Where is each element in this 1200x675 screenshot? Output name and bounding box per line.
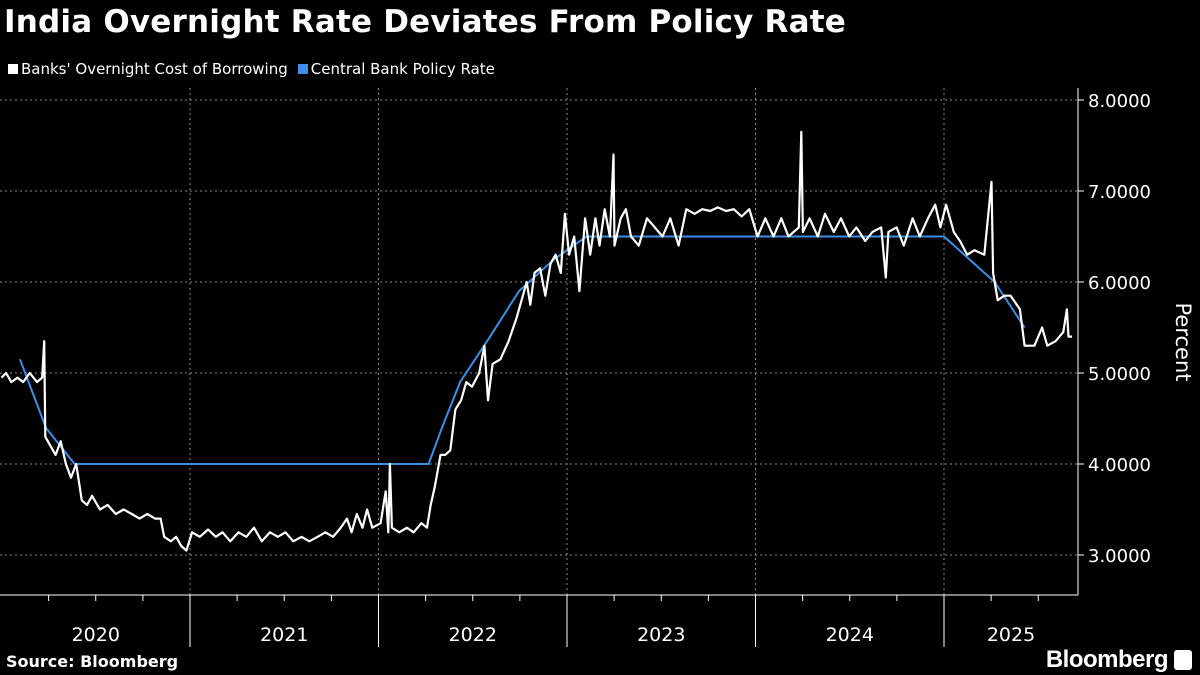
x-tick-label: 2021 [260, 624, 308, 646]
x-tick-label: 2023 [637, 624, 685, 646]
y-axis-label: Percent [1171, 302, 1195, 381]
y-tick-label: 4.0000 [1088, 455, 1151, 476]
legend-item-policy: Central Bank Policy Rate [297, 60, 495, 78]
y-tick-label: 7.0000 [1088, 182, 1151, 203]
legend-swatch-overnight [8, 64, 18, 74]
legend-swatch-policy [297, 64, 308, 74]
legend: Banks' Overnight Cost of Borrowing Centr… [8, 60, 495, 78]
bloomberg-logo: Bloomberg [1046, 646, 1192, 674]
bloomberg-chart-icon [1174, 650, 1192, 670]
y-tick-label: 3.0000 [1088, 546, 1151, 567]
x-tick-label: 2024 [826, 624, 874, 646]
series-line-policy-rate [19, 235, 1026, 465]
y-tick-label: 8.0000 [1088, 91, 1151, 112]
x-tick-label: 2025 [987, 624, 1035, 646]
legend-label-overnight: Banks' Overnight Cost of Borrowing [21, 60, 288, 78]
legend-item-overnight: Banks' Overnight Cost of Borrowing [8, 60, 288, 78]
y-tick-label: 6.0000 [1088, 273, 1151, 294]
legend-label-policy: Central Bank Policy Rate [310, 60, 495, 78]
brand-name: Bloomberg [1045, 646, 1169, 673]
x-tick-label: 2022 [449, 624, 497, 646]
series-line-overnight-rate [0, 130, 1073, 552]
source-note: Source: Bloomberg [6, 652, 179, 671]
y-tick-label: 5.0000 [1088, 364, 1151, 385]
chart-title: India Overnight Rate Deviates From Polic… [4, 4, 846, 40]
x-tick-label: 2020 [72, 624, 120, 646]
